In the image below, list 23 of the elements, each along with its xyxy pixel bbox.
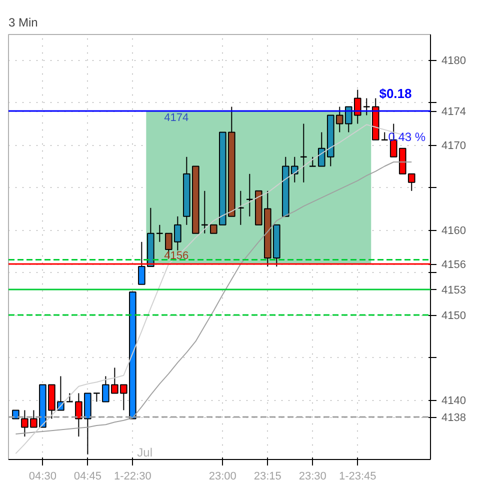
x-tick-label: 23:30	[298, 470, 326, 482]
x-tick-label: 04:45	[74, 470, 102, 482]
ref-line-label: 4150	[442, 310, 466, 322]
ref-line-label: 4138	[442, 412, 466, 424]
y-tick-label: 4180	[442, 55, 466, 67]
ref-line-label: 4153	[442, 284, 466, 296]
annotation: Jul	[137, 446, 153, 460]
chart-title: 3 Min	[8, 16, 38, 30]
ref-line-label: 4174	[442, 106, 466, 118]
annotation: $0.18	[379, 86, 412, 101]
candlestick	[308, 156, 316, 167]
x-tick-label: 23:00	[208, 470, 236, 482]
y-tick-label: 4140	[442, 395, 466, 407]
x-tick-label: 23:15	[254, 470, 282, 482]
annotation: 4156	[164, 250, 189, 262]
annotation: 4174	[164, 112, 189, 124]
ref-line-label: 4156	[442, 259, 466, 271]
x-tick-label: 1-22:30	[114, 470, 152, 482]
x-tick-label: 04:30	[28, 470, 56, 482]
y-tick-label: 4160	[442, 225, 466, 237]
y-tick-label: 4170	[442, 140, 466, 152]
x-tick-label: 1-23:45	[338, 470, 376, 482]
candlestick	[362, 98, 370, 116]
